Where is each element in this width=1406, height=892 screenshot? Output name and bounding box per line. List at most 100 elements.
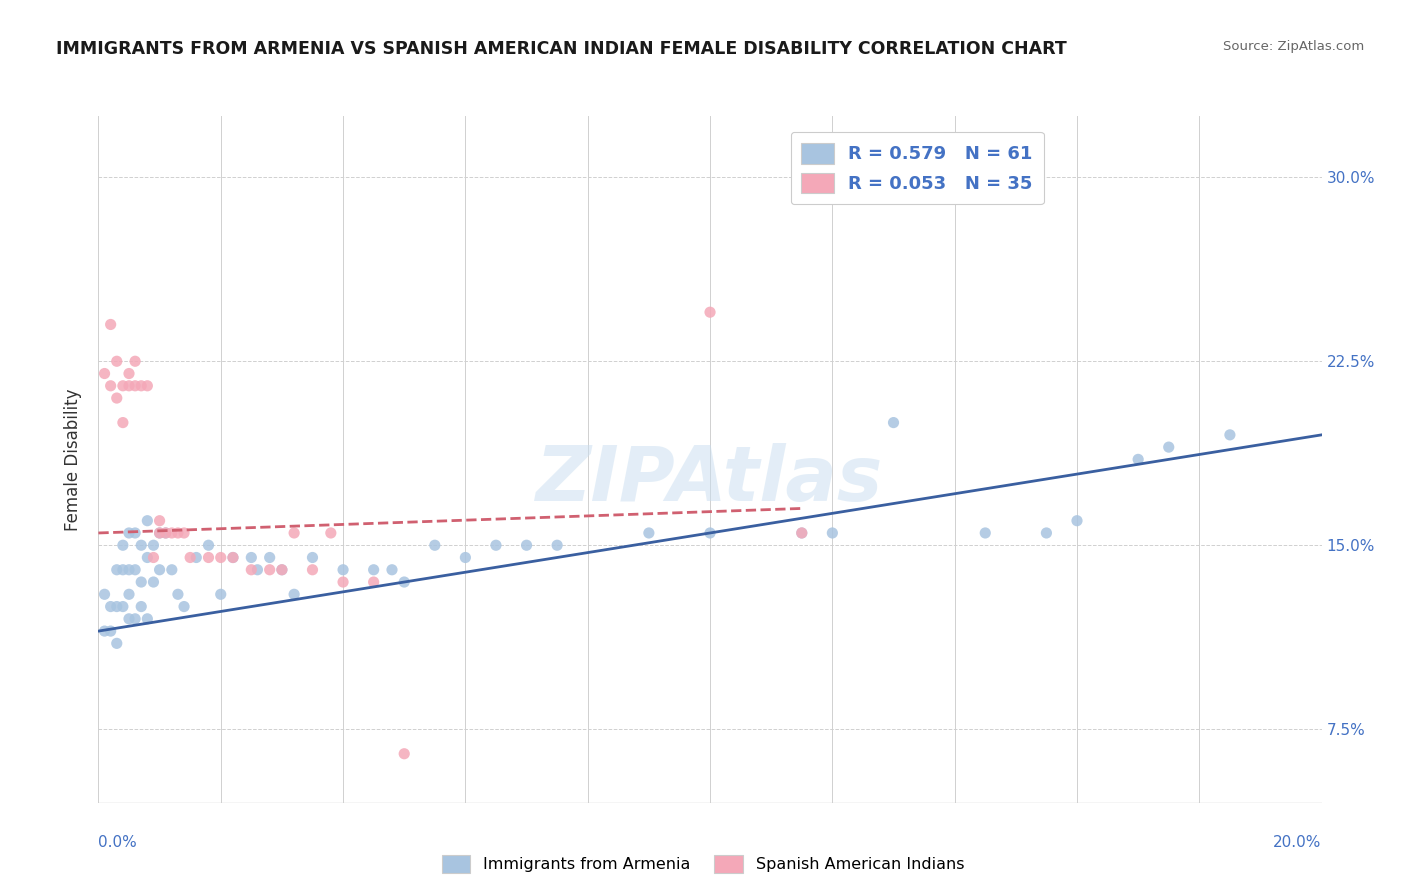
Point (485, 538, 508, 552)
Point (129, 575, 152, 590)
Point (246, 563, 269, 577)
Point (197, 550, 219, 565)
Point (118, 367, 141, 381)
Point (160, 526, 183, 541)
Point (516, 538, 538, 552)
Point (454, 550, 477, 565)
Point (142, 575, 165, 590)
Point (179, 550, 201, 565)
Point (790, 526, 813, 541)
Point (363, 563, 385, 577)
Point (392, 575, 416, 590)
Legend: R = 0.579   N = 61, R = 0.053   N = 35: R = 0.579 N = 61, R = 0.053 N = 35 (790, 132, 1043, 204)
Point (124, 526, 146, 541)
Point (259, 563, 281, 577)
Point (93, 587, 115, 601)
Point (111, 379, 134, 393)
Point (197, 538, 219, 552)
Point (118, 526, 141, 541)
Point (209, 550, 232, 565)
Point (1219, 428, 1241, 442)
Point (270, 563, 292, 577)
Point (332, 563, 354, 577)
Point (883, 416, 905, 430)
Point (129, 538, 152, 552)
Point (105, 636, 128, 650)
Point (240, 563, 263, 577)
Point (270, 563, 292, 577)
Point (100, 379, 122, 393)
Point (111, 538, 134, 552)
Point (155, 526, 177, 541)
Point (142, 538, 165, 552)
Point (699, 526, 721, 541)
Point (283, 587, 305, 601)
Point (167, 526, 190, 541)
Point (173, 599, 195, 614)
Point (1128, 452, 1150, 467)
Point (100, 624, 122, 639)
Point (160, 563, 183, 577)
Legend: Immigrants from Armenia, Spanish American Indians: Immigrants from Armenia, Spanish America… (436, 848, 970, 880)
Point (136, 612, 159, 626)
Point (637, 526, 661, 541)
Point (105, 391, 128, 405)
Point (363, 575, 385, 590)
Point (111, 416, 134, 430)
Point (100, 318, 122, 332)
Point (118, 612, 141, 626)
Y-axis label: Female Disability: Female Disability (65, 388, 83, 531)
Point (136, 379, 159, 393)
Point (283, 526, 305, 541)
Point (136, 550, 159, 565)
Point (93, 624, 115, 639)
Point (118, 587, 141, 601)
Point (124, 612, 146, 626)
Point (142, 550, 165, 565)
Point (111, 599, 134, 614)
Point (1035, 526, 1057, 541)
Point (149, 526, 172, 541)
Point (124, 354, 146, 368)
Point (105, 563, 128, 577)
Point (173, 526, 195, 541)
Point (124, 379, 146, 393)
Point (240, 550, 263, 565)
Point (100, 599, 122, 614)
Point (186, 550, 208, 565)
Point (105, 599, 128, 614)
Point (546, 538, 568, 552)
Point (392, 747, 416, 761)
Point (167, 587, 190, 601)
Point (974, 526, 997, 541)
Point (209, 587, 232, 601)
Point (423, 538, 446, 552)
Point (149, 514, 172, 528)
Point (118, 379, 141, 393)
Point (155, 526, 177, 541)
Text: 20.0%: 20.0% (1274, 835, 1322, 850)
Point (149, 563, 172, 577)
Point (129, 599, 152, 614)
Text: ZIPAtlas: ZIPAtlas (536, 443, 884, 517)
Point (222, 550, 245, 565)
Point (319, 526, 342, 541)
Point (1157, 440, 1180, 454)
Point (105, 354, 128, 368)
Point (93, 367, 115, 381)
Point (301, 550, 323, 565)
Text: IMMIGRANTS FROM ARMENIA VS SPANISH AMERICAN INDIAN FEMALE DISABILITY CORRELATION: IMMIGRANTS FROM ARMENIA VS SPANISH AMERI… (56, 40, 1067, 58)
Point (699, 305, 721, 319)
Point (129, 379, 152, 393)
Point (124, 563, 146, 577)
Point (332, 575, 354, 590)
Point (222, 550, 245, 565)
Text: Source: ZipAtlas.com: Source: ZipAtlas.com (1223, 40, 1364, 54)
Point (111, 563, 134, 577)
Point (136, 514, 159, 528)
Point (1066, 514, 1088, 528)
Point (259, 550, 281, 565)
Point (301, 563, 323, 577)
Point (790, 526, 813, 541)
Point (821, 526, 844, 541)
